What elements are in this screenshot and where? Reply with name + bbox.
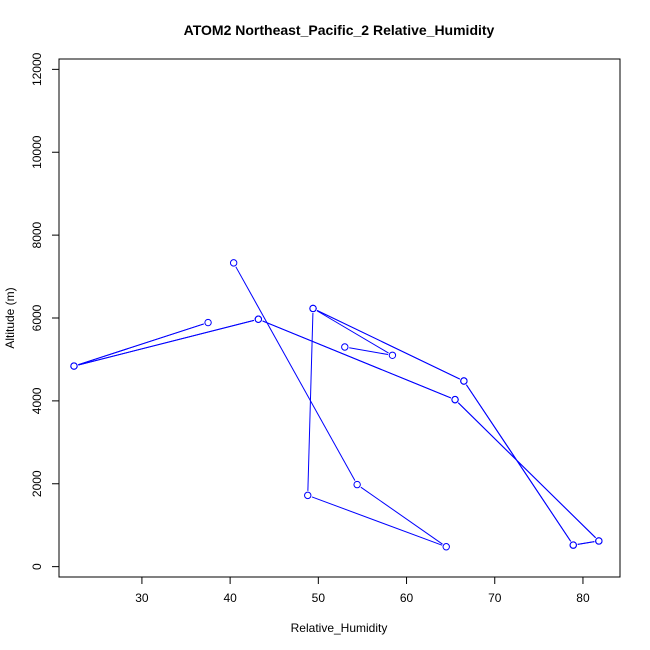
y-tick-label: 8000 xyxy=(30,221,44,248)
series-segment xyxy=(316,309,461,380)
x-tick-label: 60 xyxy=(400,591,414,605)
data-point xyxy=(229,259,238,267)
data-point xyxy=(254,315,263,323)
y-tick-label: 12000 xyxy=(30,52,44,86)
y-axis: 0 2000 4000 6000 8000 10000 12000 xyxy=(30,52,59,570)
data-point xyxy=(341,343,349,351)
series-segment xyxy=(311,496,443,546)
x-tick-label: 80 xyxy=(576,591,590,605)
y-tick-label: 10000 xyxy=(30,135,44,169)
y-tick-label: 4000 xyxy=(30,387,44,414)
data-point xyxy=(460,377,468,385)
series-segment xyxy=(465,384,572,542)
series-segment xyxy=(577,541,595,545)
series-segment xyxy=(78,319,255,366)
plot-frame xyxy=(58,58,621,578)
series-segment xyxy=(457,402,596,539)
series-segment xyxy=(262,320,452,399)
data-point xyxy=(204,318,212,327)
y-tick-label: 6000 xyxy=(30,304,44,331)
data-point xyxy=(388,351,397,359)
series-segment xyxy=(360,486,443,545)
data-point xyxy=(451,395,459,404)
series-segment xyxy=(349,347,389,356)
chart-title: ATOM2 Northeast_Pacific_2 Relative_Humid… xyxy=(184,22,495,38)
y-axis-label: Altitude (m) xyxy=(3,287,17,348)
series-segment xyxy=(78,323,204,366)
data-point xyxy=(304,491,312,500)
data-point xyxy=(569,541,577,549)
series-layer xyxy=(70,259,603,551)
x-tick-label: 30 xyxy=(135,591,149,605)
data-point xyxy=(353,480,361,489)
series-segment xyxy=(316,310,389,354)
y-tick-label: 2000 xyxy=(30,470,44,497)
series-segment xyxy=(307,312,314,491)
x-tick-label: 40 xyxy=(223,591,237,605)
x-axis-label: Relative_Humidity xyxy=(291,621,388,635)
data-point xyxy=(309,304,317,313)
data-point xyxy=(70,362,78,370)
data-point xyxy=(595,537,603,545)
x-tick-label: 50 xyxy=(312,591,326,605)
series-segment xyxy=(235,266,356,481)
y-tick-label: 0 xyxy=(30,563,44,570)
data-point xyxy=(442,543,450,551)
x-axis: 30 40 50 60 70 80 xyxy=(135,577,590,605)
x-tick-label: 70 xyxy=(488,591,502,605)
